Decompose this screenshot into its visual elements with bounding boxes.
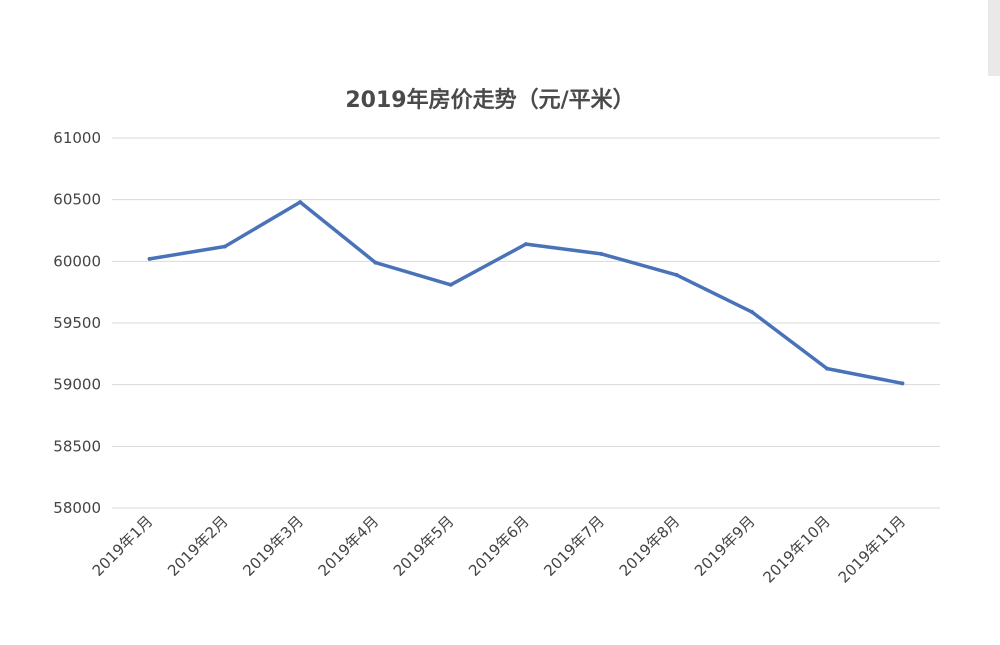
y-tick-label: 60500: [53, 191, 101, 209]
x-axis-ticks: 2019年1月 2019年2月 2019年3月 2019年4月 2019年5月 2019年…: [89, 512, 909, 586]
y-axis-ticks: 58000 58500 59000 59500 60000 60500 61000: [53, 129, 101, 517]
series-line: [147, 200, 905, 386]
data-point: [448, 282, 453, 287]
data-point: [749, 309, 754, 314]
y-tick-label: 59000: [53, 376, 101, 394]
x-tick-label: 2019年7月: [540, 512, 608, 580]
x-tick-label: 2019年11月: [835, 512, 909, 586]
data-point: [599, 251, 604, 256]
x-tick-label: 2019年2月: [164, 512, 232, 580]
data-point: [298, 200, 303, 205]
gridlines: [112, 137, 940, 509]
x-tick-label: 2019年6月: [465, 512, 533, 580]
y-tick-label: 58000: [53, 499, 101, 517]
chart-title: 2019年房价走势（元/平米）: [345, 87, 634, 113]
x-tick-label: 2019年9月: [691, 512, 759, 580]
x-tick-label: 2019年4月: [315, 512, 383, 580]
y-tick-label: 60000: [53, 252, 101, 270]
x-tick-label: 2019年3月: [239, 512, 307, 580]
data-point: [674, 272, 679, 277]
data-point: [825, 366, 830, 371]
y-tick-label: 61000: [53, 129, 101, 147]
scrollbar-thumb[interactable]: [988, 0, 1000, 76]
y-tick-label: 59500: [53, 314, 101, 332]
x-tick-label: 2019年5月: [390, 512, 458, 580]
data-point: [147, 256, 152, 261]
data-point: [373, 260, 378, 265]
data-point: [222, 244, 227, 249]
x-tick-label: 2019年8月: [616, 512, 684, 580]
y-tick-label: 58500: [53, 437, 101, 455]
series-group: [147, 200, 905, 386]
x-tick-label: 2019年1月: [89, 512, 157, 580]
data-point: [524, 242, 528, 247]
data-point: [900, 381, 905, 386]
x-tick-label: 2019年10月: [759, 512, 833, 586]
